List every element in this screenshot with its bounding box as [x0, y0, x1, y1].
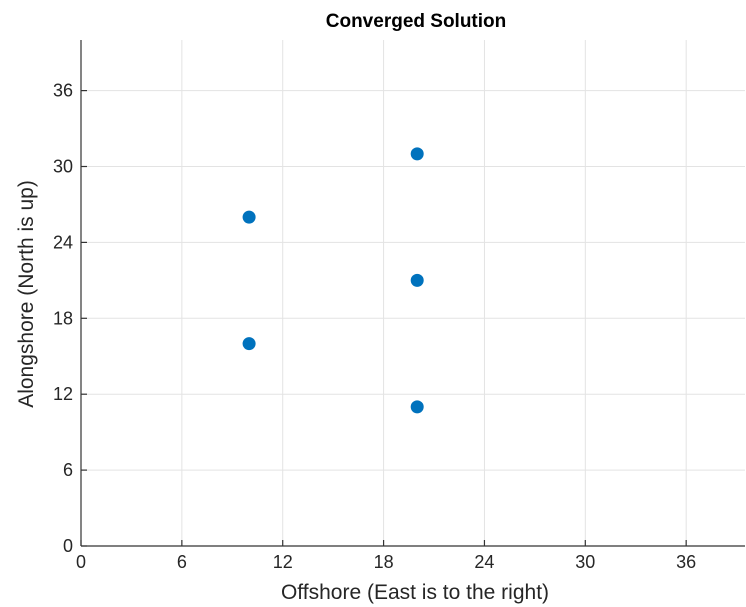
y-tick-label: 30: [53, 157, 73, 177]
data-point: [242, 337, 256, 351]
grid: [81, 40, 745, 546]
y-tick-label: 18: [53, 308, 73, 328]
data-point: [242, 210, 256, 224]
x-tick-label: 30: [575, 552, 595, 572]
chart-title: Converged Solution: [326, 11, 507, 32]
data-point: [410, 400, 424, 414]
y-axis-label: Alongshore (North is up): [15, 180, 38, 408]
x-axis-label: Offshore (East is to the right): [281, 581, 549, 604]
x-tick-label: 36: [676, 552, 696, 572]
data-point: [410, 147, 424, 161]
data-point: [410, 273, 424, 287]
y-tick-label: 12: [53, 384, 73, 404]
y-tick-label: 24: [53, 232, 73, 252]
x-tick-label: 6: [177, 552, 187, 572]
x-tick-label: 0: [76, 552, 86, 572]
y-tick-label: 0: [63, 536, 73, 556]
data-points: [242, 147, 424, 414]
x-tick-label: 18: [374, 552, 394, 572]
x-tick-label: 24: [474, 552, 494, 572]
x-tick-label: 12: [273, 552, 293, 572]
y-tick-label: 36: [53, 81, 73, 101]
tick-labels: 0 6 12 18 24 30 36 0 6 12 18 24 30 36: [53, 81, 696, 572]
axes: [80, 40, 745, 547]
y-tick-label: 6: [63, 460, 73, 480]
